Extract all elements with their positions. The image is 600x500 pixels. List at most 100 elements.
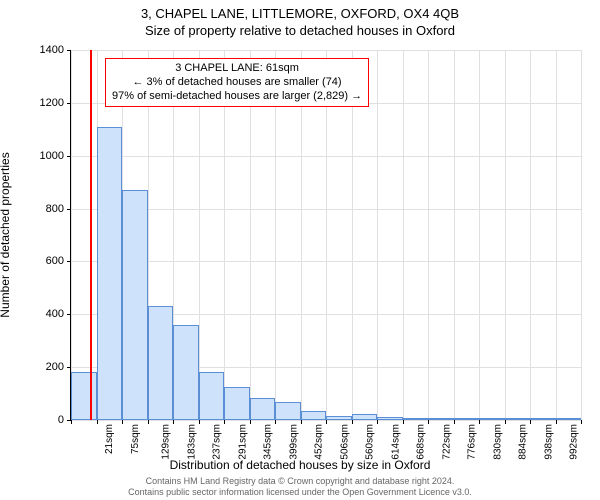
x-tick-mark [301, 420, 302, 424]
histogram-bar [352, 414, 378, 420]
histogram-bar [250, 398, 276, 420]
histogram-bar [428, 418, 454, 420]
histogram-bar [173, 325, 199, 420]
x-tick-label: 830sqm [492, 424, 503, 460]
x-axis-label: Distribution of detached houses by size … [0, 458, 600, 472]
x-tick-mark [250, 420, 251, 424]
histogram-bar [148, 306, 174, 420]
callout-line-2: ← 3% of detached houses are smaller (74) [112, 76, 362, 90]
x-tick-mark [530, 420, 531, 424]
x-tick-mark [377, 420, 378, 424]
x-tick-mark [199, 420, 200, 424]
gridline-vertical [581, 50, 582, 420]
histogram-bar [556, 418, 582, 420]
x-tick-mark [581, 420, 582, 424]
x-tick-label: 452sqm [314, 424, 325, 460]
x-tick-mark [148, 420, 149, 424]
x-tick-label: 183sqm [186, 424, 197, 460]
histogram-bar [377, 417, 403, 420]
x-tick-mark [479, 420, 480, 424]
gridline-vertical [377, 50, 378, 420]
histogram-bar [275, 402, 301, 421]
y-tick-mark [67, 50, 71, 51]
histogram-bar [530, 418, 556, 420]
x-tick-label: 399sqm [288, 424, 299, 460]
gridline-vertical [556, 50, 557, 420]
histogram-bar [122, 190, 148, 420]
y-tick-label: 1200 [0, 97, 64, 109]
x-tick-mark [71, 420, 72, 424]
x-tick-label: 992sqm [569, 424, 580, 460]
histogram-bar [403, 418, 429, 420]
y-tick-mark [67, 314, 71, 315]
gridline-vertical [479, 50, 480, 420]
x-tick-mark [224, 420, 225, 424]
x-tick-label: 884sqm [518, 424, 529, 460]
x-tick-label: 506sqm [339, 424, 350, 460]
gridline-horizontal [71, 261, 581, 262]
gridline-vertical [530, 50, 531, 420]
y-axis-label: Number of detached properties [0, 152, 12, 317]
y-tick-label: 800 [0, 203, 64, 215]
x-tick-label: 938sqm [543, 424, 554, 460]
x-tick-mark [122, 420, 123, 424]
x-tick-mark [275, 420, 276, 424]
y-tick-label: 600 [0, 255, 64, 267]
x-tick-label: 614sqm [390, 424, 401, 460]
gridline-vertical [454, 50, 455, 420]
y-tick-label: 200 [0, 361, 64, 373]
x-tick-label: 237sqm [212, 424, 223, 460]
x-tick-label: 560sqm [365, 424, 376, 460]
x-tick-mark [97, 420, 98, 424]
x-tick-mark [556, 420, 557, 424]
x-tick-mark [352, 420, 353, 424]
subject-marker-line [90, 50, 92, 420]
chart-title-2: Size of property relative to detached ho… [0, 21, 600, 38]
gridline-vertical [428, 50, 429, 420]
x-tick-label: 129sqm [161, 424, 172, 460]
gridline-vertical [505, 50, 506, 420]
y-tick-mark [67, 209, 71, 210]
footer-attribution: Contains HM Land Registry data © Crown c… [0, 476, 600, 498]
x-tick-mark [173, 420, 174, 424]
histogram-bar [326, 416, 352, 420]
histogram-bar [71, 372, 97, 420]
histogram-bar [505, 418, 531, 420]
y-tick-label: 0 [0, 414, 64, 426]
gridline-horizontal [71, 156, 581, 157]
histogram-bar [224, 387, 250, 420]
x-tick-label: 291sqm [237, 424, 248, 460]
y-tick-mark [67, 367, 71, 368]
gridline-horizontal [71, 209, 581, 210]
callout-line-3: 97% of semi-detached houses are larger (… [112, 90, 362, 104]
gridline-vertical [403, 50, 404, 420]
y-tick-label: 1400 [0, 44, 64, 56]
callout-line-1: 3 CHAPEL LANE: 61sqm [112, 62, 362, 76]
histogram-bar [199, 372, 225, 420]
histogram-bar [479, 418, 505, 420]
histogram-bar [454, 418, 480, 420]
x-tick-label: 345sqm [263, 424, 274, 460]
x-tick-mark [454, 420, 455, 424]
y-tick-label: 400 [0, 308, 64, 320]
histogram-bar [301, 411, 327, 420]
x-tick-label: 21sqm [104, 424, 115, 454]
chart-title-1: 3, CHAPEL LANE, LITTLEMORE, OXFORD, OX4 … [0, 0, 600, 21]
y-tick-mark [67, 261, 71, 262]
gridline-vertical [71, 50, 72, 420]
callout-box: 3 CHAPEL LANE: 61sqm← 3% of detached hou… [105, 58, 369, 107]
y-tick-label: 1000 [0, 150, 64, 162]
x-tick-label: 75sqm [130, 424, 141, 454]
x-tick-mark [403, 420, 404, 424]
x-tick-mark [428, 420, 429, 424]
gridline-horizontal [71, 50, 581, 51]
x-tick-label: 776sqm [467, 424, 478, 460]
histogram-bar [97, 127, 123, 420]
y-tick-mark [67, 156, 71, 157]
x-tick-mark [326, 420, 327, 424]
x-tick-mark [505, 420, 506, 424]
footer-line-2: Contains public sector information licen… [0, 487, 600, 498]
footer-line-1: Contains HM Land Registry data © Crown c… [0, 476, 600, 487]
x-tick-label: 722sqm [441, 424, 452, 460]
y-tick-mark [67, 103, 71, 104]
